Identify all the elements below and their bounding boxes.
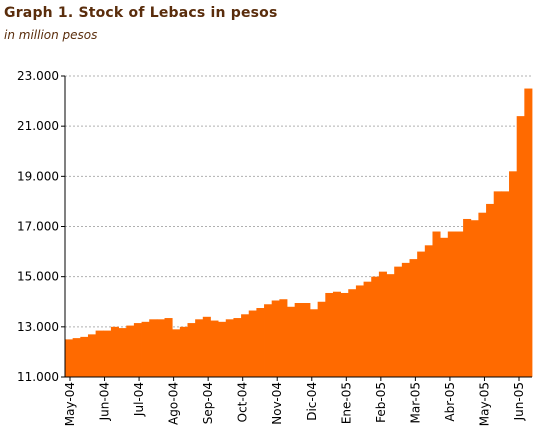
area-step [440,237,449,377]
area-step [80,336,89,377]
area-step [72,338,81,377]
x-tick-label: Abr-05 [443,382,457,422]
area-step [271,300,280,377]
area-step [218,321,227,377]
area-step [195,319,204,377]
area-step [332,291,342,377]
area-step [394,266,403,377]
x-tick-label: Jun-05 [512,382,526,421]
area-step [302,303,311,377]
area-step [417,251,426,377]
x-tick-label: Ene-05 [339,382,353,424]
x-tick-label: Ago-04 [167,382,181,425]
x-tick-label: Mar-05 [408,382,422,423]
x-tick-label: Dic-04 [305,382,319,421]
area-step [233,318,242,377]
area-step [501,191,510,377]
x-tick-label: Jul-04 [132,382,146,417]
y-tick-label: 19.000 [17,169,59,183]
x-tick-label: Feb-05 [374,382,388,423]
area-step [355,285,364,377]
area-step [509,171,518,377]
area-step [524,88,533,377]
area-step [348,289,357,377]
area-step [470,220,479,377]
area-step [317,301,326,377]
area-step [172,329,181,377]
area-step [309,309,319,377]
y-tick-label: 23.000 [17,69,59,83]
area-step [424,245,433,377]
chart-title: Graph 1. Stock of Lebacs in pesos [4,5,278,21]
area-step [110,326,119,377]
area-step [87,334,97,377]
area-step [225,319,234,377]
area-step [493,191,502,377]
x-tick-label: Nov-04 [270,382,284,425]
area-step [432,231,441,377]
x-tick-label: Sep-04 [201,382,215,424]
area-step [294,303,303,377]
area-step [133,323,142,377]
x-tick-label: May-04 [63,382,77,426]
area-step [386,274,395,377]
area-step [463,218,472,377]
area-step [149,319,158,377]
y-tick-label: 21.000 [17,119,59,133]
area-step [264,304,273,377]
area-step [118,328,127,377]
area-step [103,330,112,377]
area-step [210,320,219,377]
area-step [363,281,372,377]
y-tick-label: 15.000 [17,270,59,284]
area-step [248,310,257,377]
area-step [95,330,104,377]
area-step [65,339,74,378]
area-step [478,212,487,377]
area-step [516,116,525,377]
area-step [409,259,418,377]
area-step [401,262,410,377]
area-step [164,318,173,377]
area-step [179,326,188,377]
chart-subtitle: in million pesos [4,28,98,42]
x-tick-label: Jun-04 [98,382,112,421]
area-step [126,325,135,377]
area-step [486,203,495,377]
area-step [141,321,150,377]
area-step [202,316,211,377]
area-step [325,292,334,377]
y-tick-label: 11.000 [17,370,59,384]
area-step [256,308,265,377]
area-step [279,299,288,377]
area-step [455,231,464,377]
area-step [187,323,196,377]
area-step [378,271,387,377]
y-tick-label: 17.000 [17,220,59,234]
area-step [287,306,296,377]
x-tick-label: May-05 [477,382,491,426]
area-step [447,231,456,377]
area-step [156,319,165,377]
y-tick-label: 13.000 [17,320,59,334]
area-step [340,292,349,377]
area-step [371,276,380,377]
x-tick-label: Oct-04 [236,382,250,422]
area-step [241,314,250,377]
